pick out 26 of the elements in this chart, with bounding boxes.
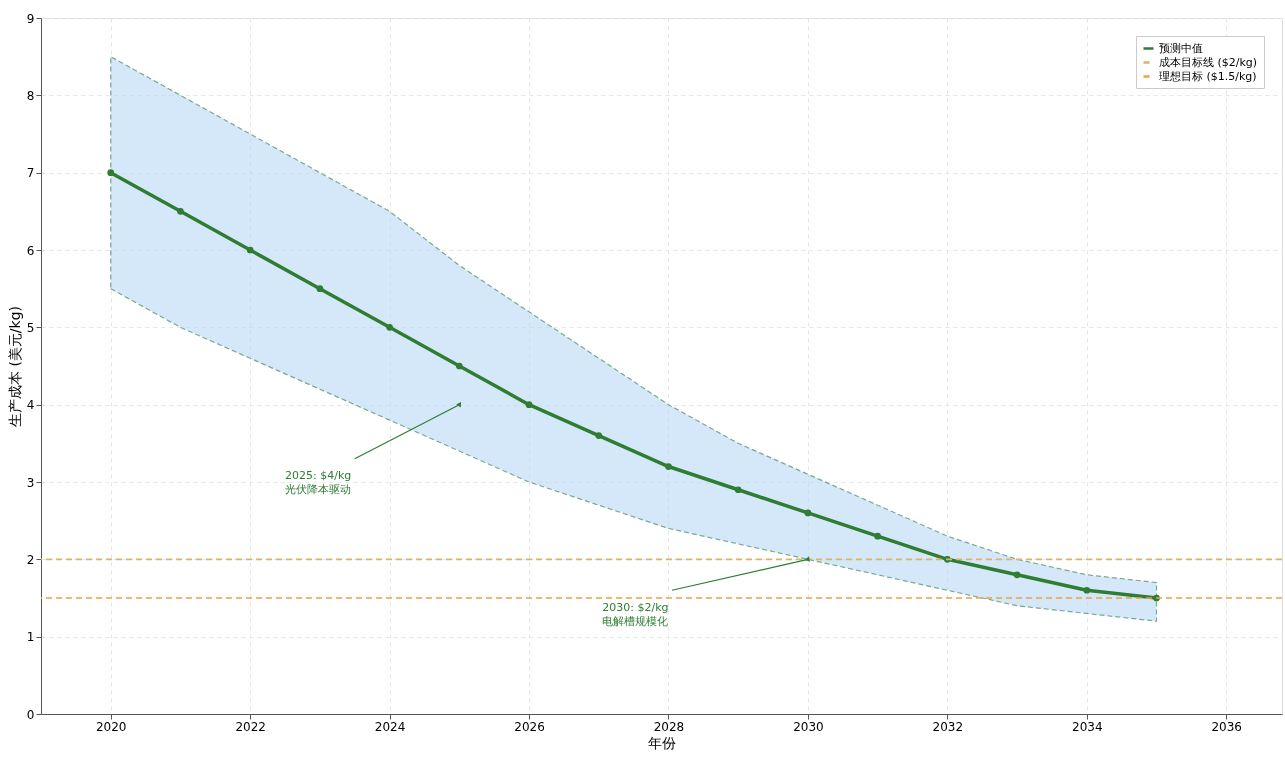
x-tick-label: 2036: [1211, 719, 1242, 734]
x-tick-label: 2032: [932, 719, 964, 734]
y-tick-label: 7: [26, 166, 35, 181]
legend-label: 预测中值: [1159, 41, 1203, 55]
y-tick-label: 2: [26, 552, 35, 567]
x-tick-label: 2030: [793, 719, 824, 734]
y-tick-label: 6: [26, 243, 35, 258]
legend-label: 成本目标线 ($2/kg): [1159, 55, 1258, 69]
y-axis-title: 生产成本 (美元/kg): [6, 305, 23, 428]
y-tick-label: 1: [26, 630, 35, 645]
y-tick-label: 5: [26, 320, 35, 335]
y-tick-label: 8: [26, 88, 35, 103]
x-axis-title: 年份: [648, 734, 676, 751]
legend-label: 理想目标 ($1.5/kg): [1159, 69, 1257, 83]
y-tick-label: 0: [26, 707, 35, 722]
y-tick-label: 3: [26, 475, 35, 490]
y-tick-label: 4: [26, 398, 35, 413]
x-tick-label: 2028: [653, 719, 685, 734]
annotation: 2025: $4/kg 光伏降本驱动: [285, 469, 352, 497]
x-tick-label: 2020: [95, 719, 127, 734]
annotation: 2030: $2/kg 电解槽规模化: [602, 600, 669, 628]
y-tick-label: 9: [26, 11, 35, 26]
x-tick-label: 2034: [1072, 719, 1103, 734]
x-tick-label: 2026: [514, 719, 545, 734]
x-tick-label: 2024: [374, 719, 406, 734]
x-tick-label: 2022: [235, 719, 266, 734]
